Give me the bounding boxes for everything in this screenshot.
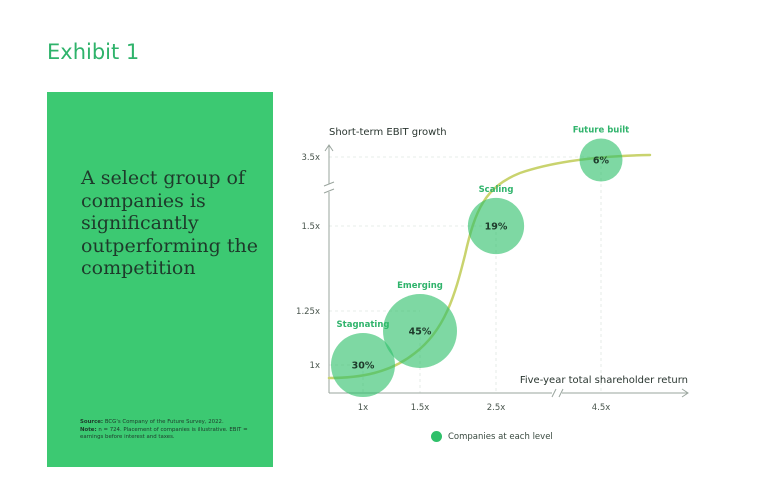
source-note: Source: BCG's Company of the Future Surv… — [80, 419, 270, 442]
headline-panel: A select group of companies is significa… — [47, 92, 273, 467]
y-tick-label: 1x — [310, 361, 320, 371]
y-axis-arrow — [324, 144, 334, 152]
bubble-emerging — [383, 294, 457, 368]
x-axis-label: Five-year total shareholder return — [520, 375, 688, 386]
y-tick-label: 3.5x — [301, 153, 320, 163]
x-tick-label: 1x — [358, 403, 368, 413]
chart: 30% Stagnating 45% Emerging 19% Scaling 6% Futu… — [290, 115, 710, 455]
headline: A select group of companies is significa… — [81, 167, 259, 279]
legend-bubble-icon — [431, 431, 442, 442]
note-text: n = 724. Placement of companies is illus… — [80, 426, 248, 441]
source-label: Source: — [80, 419, 104, 425]
source-text: BCG's Company of the Future Survey, 2022… — [104, 419, 224, 425]
bubble-share-label: 45% — [409, 327, 432, 338]
bubble-name-label: Scaling — [479, 185, 514, 195]
bubble-stagnating — [330, 332, 396, 398]
y-tick-label: 1.25x — [296, 307, 320, 317]
axis-breaks — [323, 181, 564, 398]
bubble-name-label: Stagnating — [337, 320, 390, 330]
y-axis-break-gap — [324, 184, 334, 192]
bubble-scaling — [467, 197, 525, 255]
bubble-future-built — [579, 138, 623, 182]
tick-labels: 1x 1.5x 2.5x 4.5x 1x 1.25x 1.5x 3.5x — [296, 153, 610, 413]
bubble-share-label: 6% — [593, 156, 610, 167]
x-tick-label: 1.5x — [411, 403, 430, 413]
y-axis-label: Short-term EBIT growth — [329, 127, 447, 138]
bubble-name-label: Future built — [573, 125, 630, 135]
legend-label: Companies at each level — [448, 431, 553, 442]
bubble-name-label: Emerging — [397, 281, 443, 291]
growth-curve — [327, 153, 652, 380]
exhibit-label: Exhibit 1 — [47, 40, 140, 64]
x-tick-label: 4.5x — [592, 403, 611, 413]
bubble-share-label: 19% — [485, 222, 508, 233]
bubbles: 30% Stagnating 45% Emerging 19% Scaling 6% Futu… — [330, 125, 630, 398]
x-axis-break-gap — [552, 388, 562, 398]
y-axis-break — [323, 181, 335, 194]
note-label: Note: — [80, 426, 97, 433]
x-tick-label: 2.5x — [487, 403, 506, 413]
x-axis-arrow — [681, 388, 689, 398]
bubble-share-label: 30% — [352, 361, 375, 372]
legend: Companies at each level — [431, 431, 553, 442]
y-tick-label: 1.5x — [301, 222, 320, 232]
x-axis-break — [551, 388, 564, 398]
chart-svg: 30% Stagnating 45% Emerging 19% Scaling 6% Futu… — [296, 125, 689, 413]
